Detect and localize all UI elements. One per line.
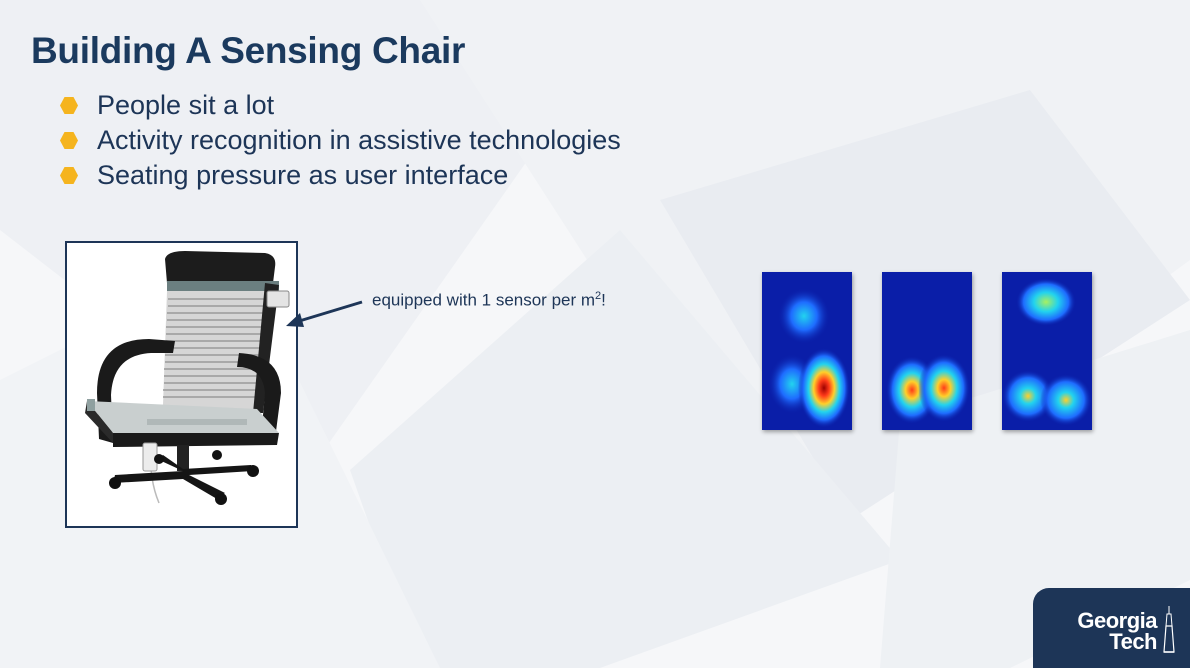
hexagon-bullet-icon bbox=[60, 132, 78, 149]
hexagon-bullet-icon bbox=[60, 97, 78, 114]
bullet-list: People sit a lot Activity recognition in… bbox=[60, 88, 621, 193]
slide-title: Building A Sensing Chair bbox=[31, 30, 466, 71]
pressure-map-2 bbox=[882, 272, 972, 430]
georgia-tech-logo: Georgia Tech bbox=[1033, 588, 1190, 668]
bullet-text: People sit a lot bbox=[97, 90, 275, 120]
bullet-item: Activity recognition in assistive techno… bbox=[60, 123, 621, 158]
pointer-arrow-icon bbox=[286, 300, 363, 327]
pressure-map-1 bbox=[762, 272, 852, 430]
hexagon-bullet-icon bbox=[60, 167, 78, 184]
sensor-box bbox=[266, 290, 290, 308]
tech-tower-icon bbox=[1163, 606, 1175, 653]
bullet-text: Activity recognition in assistive techno… bbox=[97, 125, 621, 155]
pressure-map-3 bbox=[1002, 272, 1092, 430]
chair-caption: equipped with 1 sensor per m2! bbox=[372, 290, 606, 310]
bullet-item: Seating pressure as user interface bbox=[60, 158, 621, 193]
bullet-text: Seating pressure as user interface bbox=[97, 160, 509, 190]
sensor-strip bbox=[167, 281, 279, 291]
sensing-chair-photo bbox=[65, 241, 298, 528]
logo-wordmark: Georgia Tech bbox=[1077, 608, 1157, 654]
bullet-item: People sit a lot bbox=[60, 88, 621, 123]
